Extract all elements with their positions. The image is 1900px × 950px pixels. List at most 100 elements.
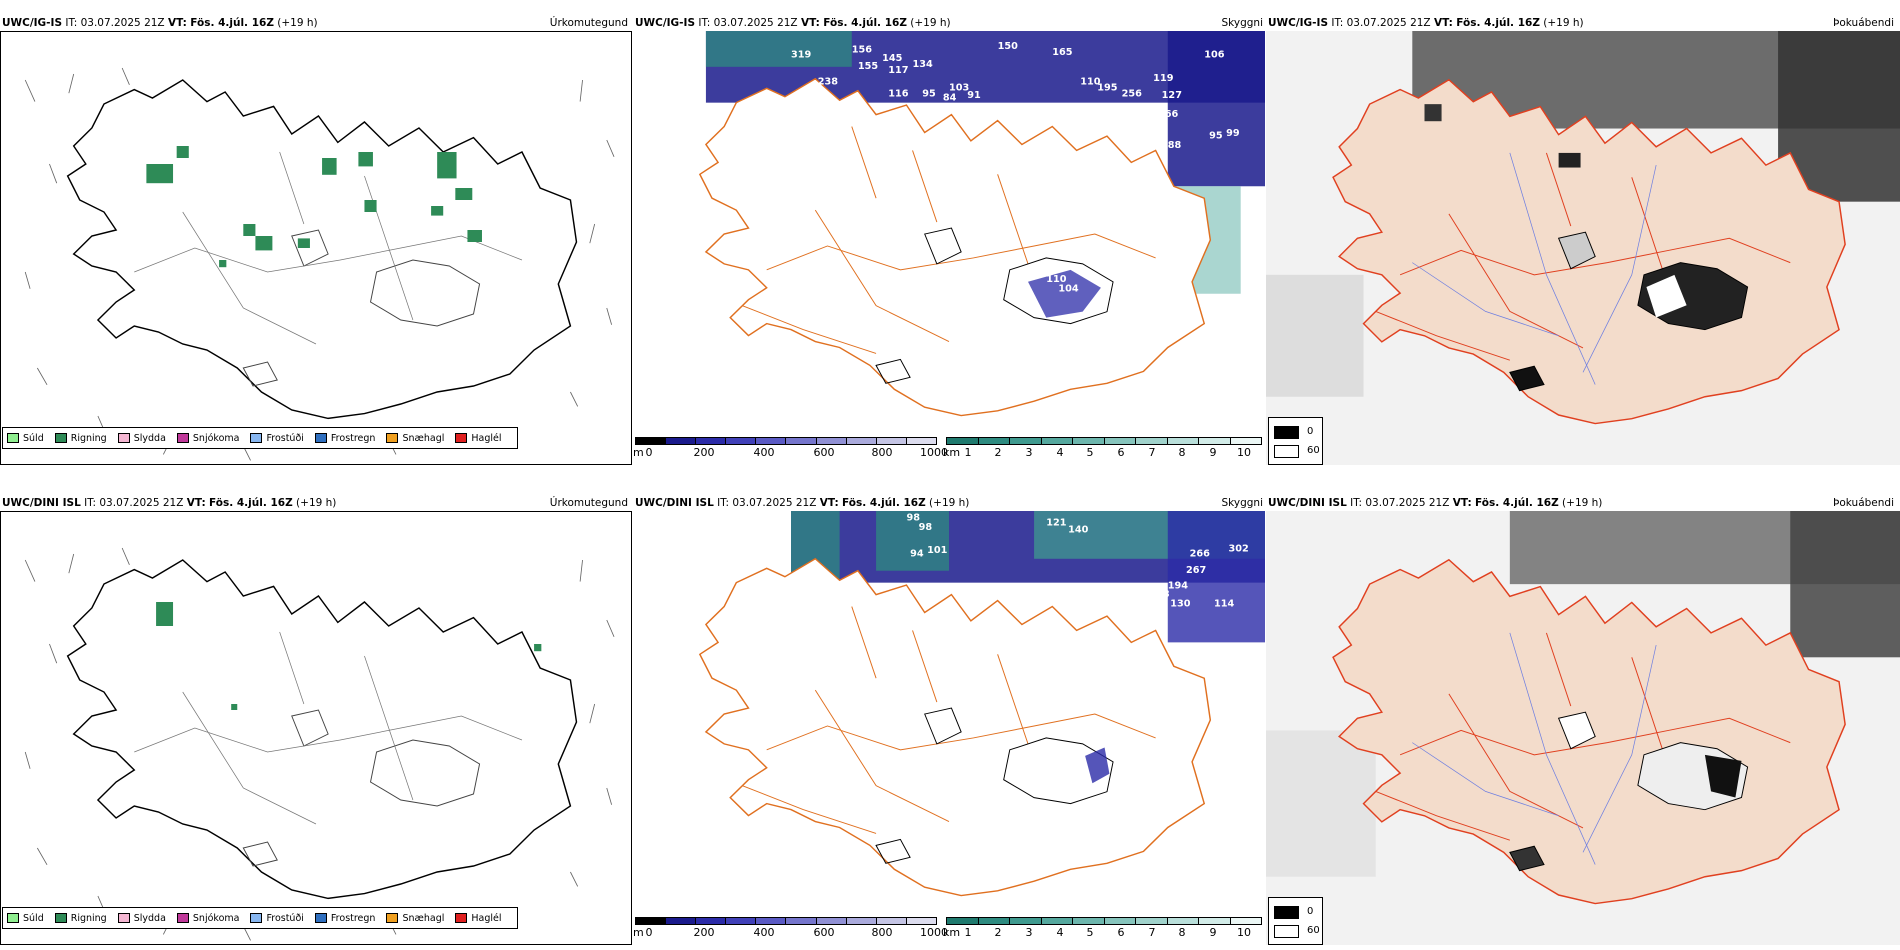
visibility-colorbar [946,437,1262,445]
row1-precip-panel: UWC/IG-IS IT: 03.07.2025 21Z VT: Fös. 4.… [0,17,632,465]
ceiling-label: 256 [1122,89,1143,100]
legend-swatch [1274,426,1299,439]
legend-item: Slydda [117,433,166,444]
tick-label: 1000 [920,926,948,939]
ceiling-label: 302 [1229,544,1249,555]
tick-label: 3 [1025,446,1033,459]
fog-map [1266,511,1900,945]
legend-item: Snæhagl [386,433,444,444]
legend-item: Frostregn [314,913,375,924]
panel-field-name: Skyggni [1221,497,1264,509]
precip-map [0,31,632,465]
panel-field-name: Skyggni [1221,17,1264,29]
ceiling-label: 91 [967,90,981,101]
visibility-map: 319 156 145 155 117 134 150 165 106 116 … [633,31,1265,449]
legend-label: 0 [1307,426,1314,437]
ceiling-unit: m [633,926,644,939]
panel-title: UWC/IG-IS IT: 03.07.2025 21Z VT: Fös. 4.… [1268,17,1584,29]
ceiling-label: 110 [1080,77,1101,88]
ceiling-colorbar [635,437,937,445]
ceiling-label: 127 [1162,90,1182,101]
tick-label: 6 [1117,926,1125,939]
rain-cells [146,146,482,268]
panel-title: UWC/DINI ISL IT: 03.07.2025 21Z VT: Fös.… [1268,497,1603,509]
visibility-map: 98 98 121 140 94 101 266 302 267 194 114… [633,511,1265,929]
panel-title: UWC/IG-IS IT: 03.07.2025 21Z VT: Fös. 4.… [635,17,951,29]
ceiling-label: 156 [852,45,873,56]
ceiling-label: 119 [1153,73,1174,84]
precip-type-legend: Súld Rigning Slydda Snjókoma Frostúði Fr… [2,427,518,449]
panel-field-name: Þokuábendi [1833,17,1894,29]
ceiling-label: 106 [1204,49,1225,60]
legend-item: Haglél [455,433,502,444]
ceiling-label: 104 [1058,283,1079,294]
ceiling-labels: 319 156 145 155 117 134 150 165 106 116 … [791,41,1240,294]
row1-fog-panel: UWC/IG-IS IT: 03.07.2025 21Z VT: Fös. 4.… [1266,17,1900,465]
tick-label: 10 [1237,446,1251,459]
ceiling-label: 134 [913,59,934,70]
ceiling-colorbar [635,917,937,925]
panel-title: UWC/DINI ISL IT: 03.07.2025 21Z VT: Fös.… [2,497,337,509]
precip-type-legend: Súld Rigning Slydda Snjókoma Frostúði Fr… [2,907,518,929]
ceiling-label: 194 [1168,581,1189,592]
tick-label: 9 [1209,926,1217,939]
panel-field-name: Úrkomutegund [549,17,628,29]
tick-label: 8 [1178,926,1186,939]
tick-label: 3 [1025,926,1033,939]
tick-label: 400 [753,446,775,459]
legend-item: Súld [7,433,44,444]
tick-label: 1 [964,446,972,459]
iceland-visibility-map: 98 98 121 140 94 101 266 302 267 194 114… [699,511,1265,897]
tick-label: 6 [1117,446,1125,459]
tick-label: 800 [871,446,893,459]
ceiling-label: 166 [1158,109,1179,120]
ceiling-label: 117 [888,65,908,76]
ceiling-label: 95 [1209,131,1223,142]
legend-label: 60 [1307,925,1320,936]
ceiling-label: 145 [882,53,903,64]
ceiling-label: 99 [1226,128,1240,139]
ceiling-label: 267 [1186,565,1206,576]
iceland-precip-map [24,547,615,941]
visibility-ticks: 1 2 3 4 5 6 7 8 9 10 [965,926,1258,940]
ceiling-label: 98 [919,522,933,533]
rain-cells [156,602,542,710]
ceiling-label: 103 [949,83,969,94]
ceiling-label: 98 [906,513,920,524]
tick-label: 600 [813,926,835,939]
iceland-fog-map [1266,511,1900,905]
ceiling-label: 120 [858,125,879,136]
ceiling-label: 101 [927,545,948,556]
fog-index-legend: 0 60 [1268,897,1323,945]
tick-label: 7 [1148,926,1156,939]
ceiling-label: 110 [1046,274,1067,285]
panel-field-name: Úrkomutegund [549,497,628,509]
ceiling-label: 116 [888,89,909,100]
ceiling-label: 95 [922,89,936,100]
tick-label: 5 [1086,926,1094,939]
tick-label: 5 [1086,446,1094,459]
ceiling-label: 103 [1150,589,1170,600]
ceiling-labels: 98 98 121 140 94 101 266 302 267 194 114… [906,513,1248,610]
ceiling-unit: m [633,446,644,459]
legend-item: Slydda [117,913,166,924]
tick-label: 200 [693,926,715,939]
legend-item: Snæhagl [386,913,444,924]
ceiling-label: 155 [858,61,879,72]
ceiling-ticks: 0 200 400 600 800 1000 [645,446,949,460]
visibility-colorbar [946,917,1262,925]
ceiling-label: 138 [1134,113,1155,124]
tick-label: 0 [645,446,653,459]
tick-label: 1000 [920,446,948,459]
legend-swatch [1274,925,1299,938]
iceland-fog-map [1266,31,1900,425]
precip-map [0,511,632,945]
legend-item: Rigning [54,433,107,444]
panel-title: UWC/DINI ISL IT: 03.07.2025 21Z VT: Fös.… [635,497,970,509]
ceiling-label: 121 [1046,517,1067,528]
tick-label: 0 [645,926,653,939]
visibility-unit: km [943,446,961,459]
legend-item: Snjókoma [176,913,239,924]
tick-label: 800 [871,926,893,939]
legend-item: Rigning [54,913,107,924]
